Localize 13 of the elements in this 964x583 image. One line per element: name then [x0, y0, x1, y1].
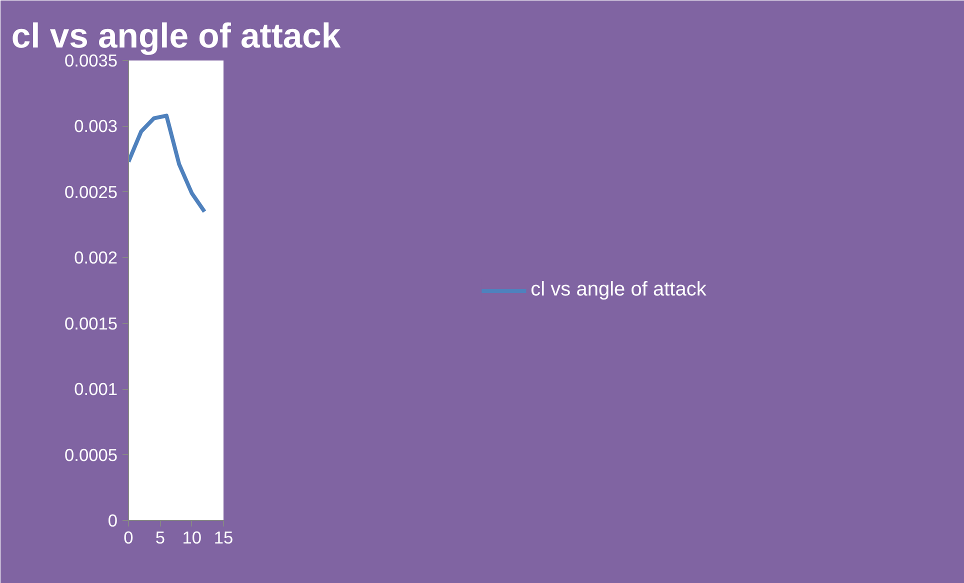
x-tick-label: 15	[214, 528, 234, 548]
y-tick-label: 0.001	[74, 379, 118, 400]
y-tick-label: 0.003	[74, 116, 118, 136]
x-tick-label: 5	[155, 528, 165, 548]
y-tick-label: 0.002	[74, 248, 118, 268]
legend-label: cl vs angle of attack	[530, 278, 706, 302]
x-tick-label: 10	[182, 528, 202, 548]
x-tick-label: 0	[124, 528, 134, 548]
y-tick-label: 0.0015	[64, 313, 118, 334]
y-tick-label: 0.0005	[64, 444, 118, 465]
line-series	[128, 114, 206, 214]
y-tick-label: 0.0025	[64, 182, 118, 202]
y-tick-label: 0	[108, 510, 118, 530]
